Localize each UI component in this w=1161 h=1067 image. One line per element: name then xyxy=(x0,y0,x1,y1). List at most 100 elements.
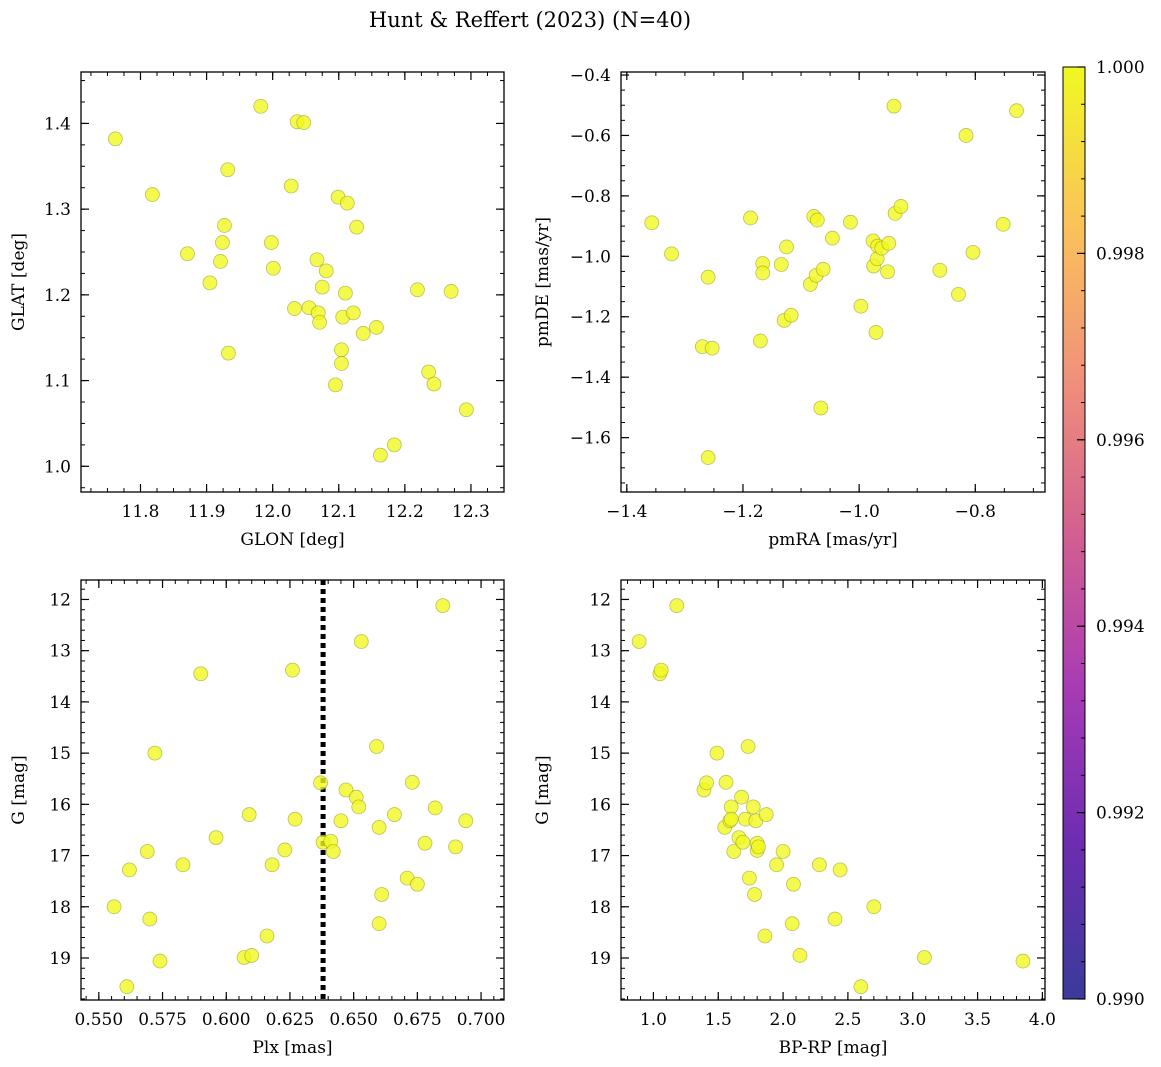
data-layer xyxy=(106,580,474,1000)
scatter-point xyxy=(880,264,895,280)
axes-frame xyxy=(620,579,1046,1001)
x-tick-label: −0.8 xyxy=(955,502,996,522)
scatter-point xyxy=(743,210,758,226)
scatter-point xyxy=(751,839,766,855)
scatter-point xyxy=(244,948,260,963)
scatter-point xyxy=(853,298,869,314)
scatter-point xyxy=(193,666,209,682)
scatter-point xyxy=(139,844,155,859)
scatter-point xyxy=(349,219,365,235)
scatter-point xyxy=(868,325,884,340)
scatter-point xyxy=(775,844,791,859)
scatter-point xyxy=(119,979,135,995)
scatter-point xyxy=(644,215,660,231)
panel-bprp-g: 1.0 1.5 2.0 2.5 3.0 3.5 4.0 12 13 14 15 16 17 18 19 BP-… xyxy=(533,579,1056,1058)
scatter-point xyxy=(792,948,808,963)
y-tick-label: −0.6 xyxy=(570,126,611,146)
scatter-point xyxy=(345,305,361,321)
scatter-point xyxy=(283,178,299,194)
y-axis-label: G [mag] xyxy=(533,755,553,824)
scatter-point xyxy=(334,342,349,358)
y-tick-label: 1.1 xyxy=(44,372,71,392)
scatter-point xyxy=(718,774,734,790)
y-tick-label: −1.2 xyxy=(570,308,611,328)
y-axis-label: GLAT [deg] xyxy=(9,233,29,331)
scatter-point xyxy=(106,899,122,915)
scatter-point xyxy=(314,279,330,295)
x-tick-label: 0.575 xyxy=(138,1010,187,1030)
y-tick-label: 1.3 xyxy=(44,200,71,220)
scatter-point xyxy=(700,269,716,285)
scatter-point xyxy=(995,216,1011,232)
scatter-point xyxy=(1009,103,1024,119)
scatter-point xyxy=(784,916,800,932)
scatter-point xyxy=(443,284,459,299)
scatter-point xyxy=(664,246,679,262)
scatter-point xyxy=(353,634,369,649)
scatter-point xyxy=(220,345,236,361)
scatter-point xyxy=(338,782,354,798)
scatter-point xyxy=(734,789,749,805)
scatter-point xyxy=(287,811,303,827)
scatter-point xyxy=(843,214,858,230)
x-tick-label: 0.675 xyxy=(393,1010,442,1030)
scatter-point xyxy=(811,857,827,873)
scatter-point xyxy=(417,835,433,851)
colorbar: 0.990 0.992 0.994 0.996 0.998 1.000 xyxy=(1062,58,1145,1010)
panel-pmra-pmde: −1.4 −1.2 −1.0 −0.8 −1.6 −1.4 −1.2 −1.0 −0.8 −0.6… xyxy=(533,66,1046,550)
scatter-point xyxy=(325,844,341,859)
scatter-point xyxy=(958,128,974,143)
y-tick-label: 13 xyxy=(49,642,71,662)
y-tick-label: 13 xyxy=(589,642,611,662)
y-tick-label: 18 xyxy=(49,898,71,918)
scatter-point xyxy=(287,301,302,316)
scatter-point xyxy=(427,800,443,816)
scatter-point xyxy=(122,862,137,878)
x-tick-label: 12.0 xyxy=(254,502,292,522)
scatter-point xyxy=(355,326,371,341)
scatter-point xyxy=(752,333,768,349)
y-tick-label: 1.4 xyxy=(44,114,71,134)
scatter-point xyxy=(458,402,474,418)
scatter-point xyxy=(700,450,716,465)
x-tick-label: 12.2 xyxy=(386,502,424,522)
scatter-point xyxy=(726,844,742,859)
scatter-point xyxy=(253,98,269,114)
y-tick-label: 19 xyxy=(49,949,71,969)
y-tick-label: −0.8 xyxy=(570,187,611,207)
scatter-point xyxy=(809,212,825,228)
scatter-point xyxy=(152,953,168,969)
scatter-point xyxy=(369,320,384,335)
x-axis-label: GLON [deg] xyxy=(240,530,344,550)
y-axis-label: G [mag] xyxy=(9,755,29,824)
scatter-point xyxy=(318,263,334,279)
x-tick-label: 4.0 xyxy=(1029,1010,1056,1030)
scatter-point xyxy=(334,356,349,371)
scatter-point xyxy=(832,862,848,878)
x-tick-label: 12.1 xyxy=(320,502,358,522)
scatter-point xyxy=(386,437,402,453)
y-tick-label: 1.0 xyxy=(44,457,71,477)
x-tick-label: 11.8 xyxy=(122,502,160,522)
scatter-point xyxy=(371,819,387,835)
x-tick-label: 2.0 xyxy=(770,1010,797,1030)
scatter-point xyxy=(373,447,388,463)
axes-frame xyxy=(620,71,1046,493)
colorbar-tick-label: 0.990 xyxy=(1096,990,1145,1010)
x-axis-label: Plx [mas] xyxy=(252,1038,332,1058)
scatter-point xyxy=(813,400,829,416)
scatter-point xyxy=(313,775,328,791)
scatter-point xyxy=(669,598,685,614)
scatter-point xyxy=(404,774,420,790)
y-tick-label: 16 xyxy=(49,795,71,815)
scatter-point xyxy=(631,634,647,649)
x-tick-label: 0.550 xyxy=(75,1010,124,1030)
scatter-point xyxy=(309,252,325,268)
scatter-point xyxy=(328,377,343,393)
scatter-point xyxy=(783,307,799,323)
y-tick-label: 15 xyxy=(49,744,71,764)
y-tick-label: 12 xyxy=(49,590,71,610)
scatter-point xyxy=(435,598,451,614)
colorbar-tick-label: 0.994 xyxy=(1096,617,1145,637)
x-axis-label: pmRA [mas/yr] xyxy=(768,530,897,550)
